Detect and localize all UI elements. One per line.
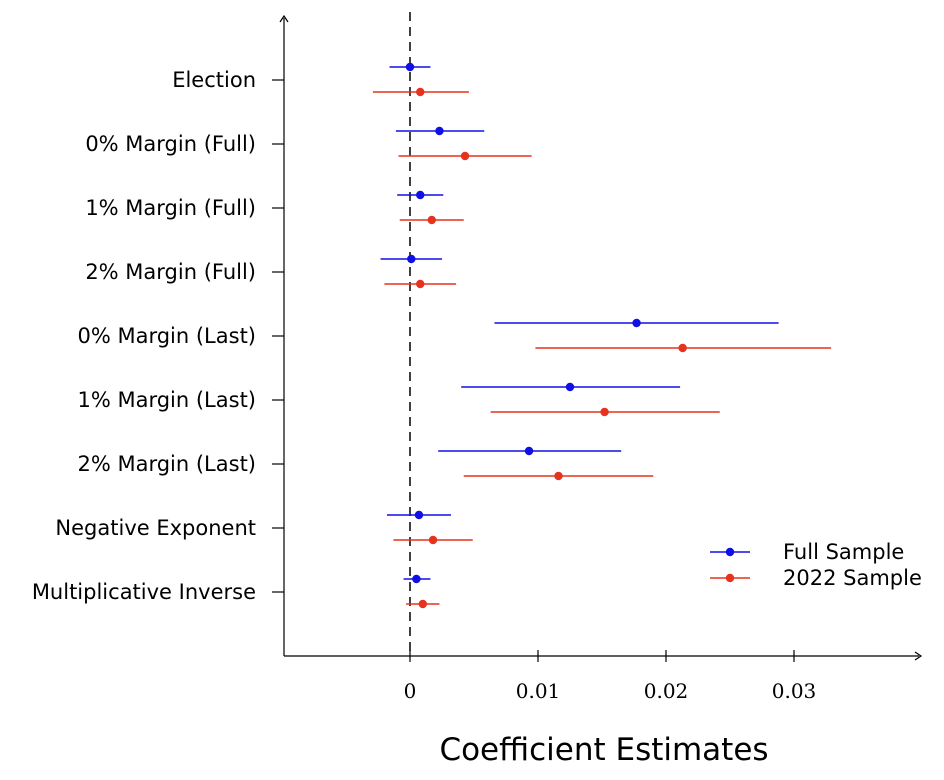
point-estimate (524, 446, 534, 456)
point-estimate (416, 87, 425, 97)
point-estimate (416, 190, 425, 200)
series-full-sample (380, 62, 779, 584)
point-estimate (600, 407, 609, 417)
y-axis-arrow (279, 14, 289, 23)
category-label: 2% Margin (Full) (85, 260, 256, 284)
point-estimate (418, 599, 427, 609)
category-label: 2% Margin (Last) (77, 452, 256, 476)
legend-item: 2022 Sample (710, 566, 922, 590)
category-label: Election (172, 68, 256, 92)
legend-label: Full Sample (783, 540, 904, 564)
point-estimate (427, 215, 436, 225)
point-estimate (435, 126, 444, 136)
category-label: 0% Margin (Full) (85, 132, 256, 156)
x-tick-label: 0 (404, 679, 417, 703)
axes (272, 14, 923, 662)
x-axis-title: Coefficient Estimates (439, 732, 768, 768)
point-estimate (428, 535, 438, 545)
category-label: 1% Margin (Last) (77, 388, 256, 412)
legend-label: 2022 Sample (783, 566, 922, 590)
x-axis-arrow (914, 651, 923, 661)
axis-labels: 0 0.01 0.02 0.03 Election 0% Margin (Full) 1% … (32, 68, 816, 703)
x-tick-label: 0.03 (772, 679, 817, 703)
category-label: 1% Margin (Full) (85, 196, 256, 220)
point-estimate (678, 343, 687, 353)
point-estimate (565, 382, 575, 392)
point-estimate (460, 151, 470, 161)
point-estimate (407, 254, 416, 264)
point-estimate (414, 510, 424, 520)
point-estimate (405, 62, 415, 72)
category-label: Negative Exponent (55, 516, 256, 540)
chart-marks (372, 62, 832, 609)
category-label: 0% Margin (Last) (77, 324, 256, 348)
series-2022-sample (372, 87, 832, 609)
legend-marker (725, 573, 735, 583)
point-estimate (416, 279, 425, 289)
x-tick-label: 0.02 (644, 679, 689, 703)
point-estimate (632, 318, 641, 328)
category-label: Multiplicative Inverse (32, 580, 256, 604)
legend-item: Full Sample (710, 540, 904, 564)
point-estimate (554, 471, 563, 481)
point-estimate (412, 574, 421, 584)
x-tick-label: 0.01 (516, 679, 561, 703)
legend-marker (725, 547, 735, 557)
